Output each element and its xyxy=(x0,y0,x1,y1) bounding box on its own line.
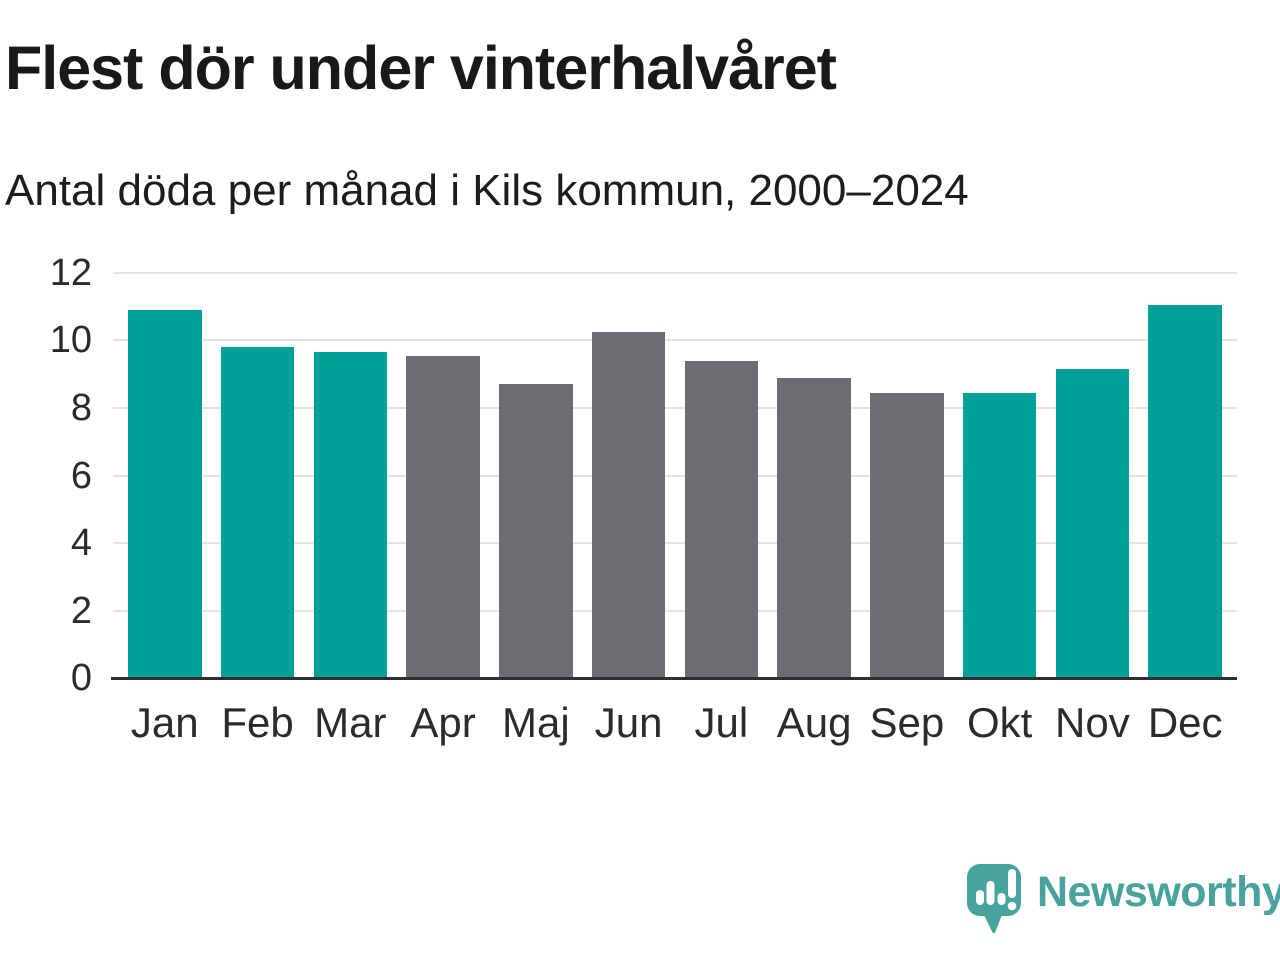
logo-exclamation-dot xyxy=(1007,901,1017,911)
newsworthy-logo-icon xyxy=(967,864,1021,934)
page-title: Flest dör under vinterhalvåret xyxy=(5,34,837,102)
x-axis-line xyxy=(111,677,1237,680)
bar-column-nov: Nov xyxy=(1055,273,1130,744)
gridline-2 xyxy=(113,609,1237,612)
logo-bar-3 xyxy=(997,893,1006,905)
x-tick-label-dec: Dec xyxy=(1147,699,1223,746)
bar-column-maj: Maj xyxy=(499,273,573,744)
x-tick-label-apr: Apr xyxy=(410,699,476,746)
x-tick-label-sep: Sep xyxy=(869,699,945,746)
bar-dec xyxy=(1148,305,1222,678)
newsworthy-logo-text: Newsworthy xyxy=(1037,867,1280,916)
newsworthy-logo: Newsworthy xyxy=(963,862,1280,936)
bar-nov xyxy=(1055,369,1130,678)
plot-area: Jan Feb Mar Apr Maj Jun Jul Aug Sep Okt Nov Dec xyxy=(111,272,1237,744)
gridline-8 xyxy=(113,406,1237,409)
y-axis: 0 2 4 6 8 10 12 xyxy=(0,252,92,699)
x-tick-label-jun: Jun xyxy=(594,699,663,746)
bar-column-jul: Jul xyxy=(684,273,759,744)
x-tick-label-mar: Mar xyxy=(314,699,387,746)
chart-subtitle: Antal döda per månad i Kils kommun, 2000… xyxy=(5,166,969,215)
x-tick-label-jul: Jul xyxy=(694,699,749,746)
bar-jul xyxy=(684,360,759,678)
bar-feb xyxy=(220,347,295,678)
gridline-6 xyxy=(113,474,1237,477)
y-tick-label-4: 4 xyxy=(70,521,92,564)
bar-column-jan: Jan xyxy=(128,273,202,744)
logo-exclamation-bar xyxy=(1008,869,1016,898)
y-tick-label-6: 6 xyxy=(70,454,92,497)
bar-column-mar: Mar xyxy=(313,273,388,744)
bar-column-sep: Sep xyxy=(870,273,944,744)
y-tick-label-0: 0 xyxy=(70,657,92,699)
bar-jun xyxy=(591,332,666,678)
bar-column-feb: Feb xyxy=(220,273,295,744)
x-tick-label-feb: Feb xyxy=(221,699,294,746)
bar-series: Jan Feb Mar Apr Maj Jun Jul Aug Sep Okt Nov Dec xyxy=(113,273,1237,744)
bar-column-aug: Aug xyxy=(777,273,851,744)
x-tick-label-aug: Aug xyxy=(776,699,852,746)
y-tick-label-8: 8 xyxy=(70,386,92,429)
logo-bar-2 xyxy=(986,881,995,905)
gridline-12 xyxy=(113,272,1237,274)
gridline-4 xyxy=(113,541,1237,544)
bar-apr xyxy=(406,355,480,678)
bar-jan xyxy=(128,310,202,678)
logo-bar-1 xyxy=(976,890,984,905)
y-tick-label-12: 12 xyxy=(49,252,92,294)
bar-okt xyxy=(962,392,1037,678)
x-tick-label-nov: Nov xyxy=(1055,699,1130,746)
bar-column-okt: Okt xyxy=(962,273,1037,744)
bar-column-dec: Dec xyxy=(1148,273,1223,744)
bar-maj xyxy=(499,384,573,678)
x-tick-label-jan: Jan xyxy=(130,699,199,746)
x-tick-label-maj: Maj xyxy=(501,699,570,746)
bar-sep xyxy=(870,392,944,678)
x-tick-label-okt: Okt xyxy=(966,699,1033,746)
y-tick-label-10: 10 xyxy=(49,319,92,362)
bar-mar xyxy=(313,352,388,678)
bar-column-apr: Apr xyxy=(406,273,480,744)
bar-aug xyxy=(777,377,851,678)
gridline-10 xyxy=(113,339,1237,342)
bar-column-jun: Jun xyxy=(591,273,666,744)
y-tick-label-2: 2 xyxy=(70,589,92,632)
